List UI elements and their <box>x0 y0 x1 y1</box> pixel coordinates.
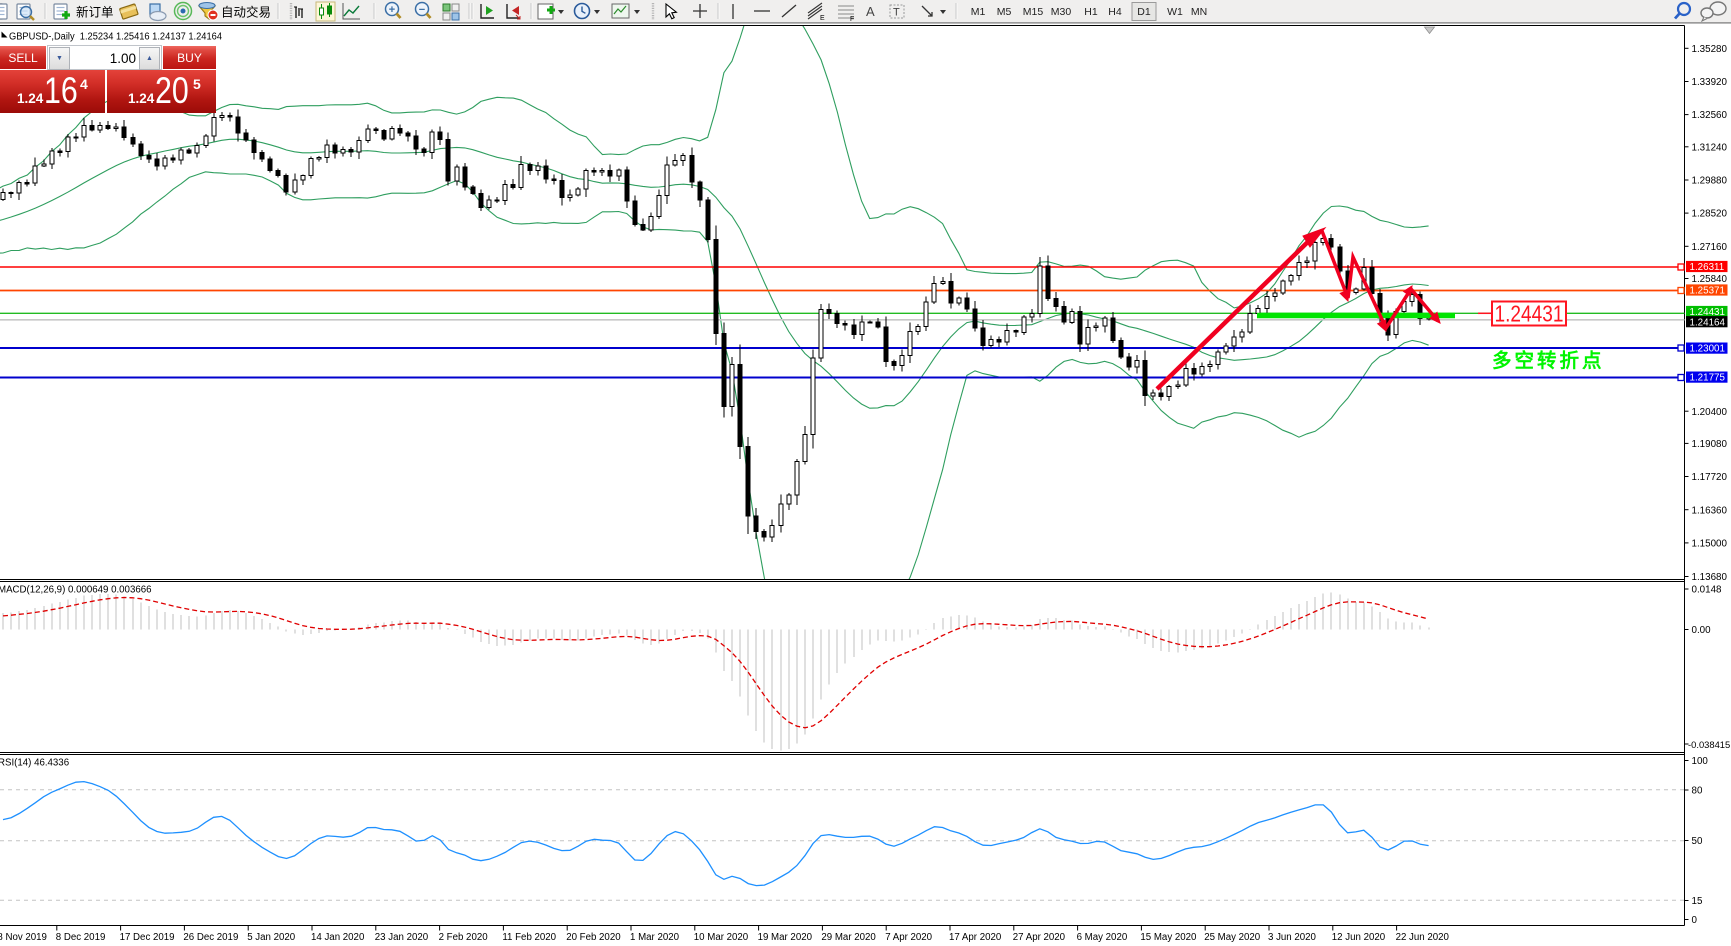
svg-text:W1: W1 <box>1167 6 1183 18</box>
svg-text:2 Feb 2020: 2 Feb 2020 <box>439 932 489 943</box>
svg-text:M1: M1 <box>971 6 986 18</box>
svg-text:1.35280: 1.35280 <box>1692 44 1728 55</box>
svg-text:M30: M30 <box>1051 6 1072 18</box>
svg-text:T: T <box>893 7 900 19</box>
svg-text:11 Feb 2020: 11 Feb 2020 <box>502 932 556 943</box>
svg-text:50: 50 <box>1692 836 1703 847</box>
svg-text:RSI(14) 46.4336: RSI(14) 46.4336 <box>0 758 69 769</box>
svg-text:27 Apr 2020: 27 Apr 2020 <box>1013 932 1066 943</box>
svg-text:15: 15 <box>1692 896 1703 907</box>
svg-text:7 Apr 2020: 7 Apr 2020 <box>885 932 932 943</box>
svg-text:20 Feb 2020: 20 Feb 2020 <box>566 932 621 943</box>
svg-text:MACD(12,26,9) 0.000649 0.00366: MACD(12,26,9) 0.000649 0.003666 <box>0 585 152 596</box>
svg-text:1.27160: 1.27160 <box>1692 242 1728 253</box>
svg-text:25 May 2020: 25 May 2020 <box>1204 932 1261 943</box>
svg-text:1.26311: 1.26311 <box>1690 262 1725 273</box>
svg-text:A: A <box>866 4 875 19</box>
svg-text:−: − <box>419 4 425 16</box>
svg-text:19 Mar 2020: 19 Mar 2020 <box>758 932 813 943</box>
svg-text:23 Jan 2020: 23 Jan 2020 <box>375 932 429 943</box>
svg-text:28 Nov 2019: 28 Nov 2019 <box>0 932 47 943</box>
svg-text:8 Dec 2019: 8 Dec 2019 <box>56 932 106 943</box>
svg-text:1.31240: 1.31240 <box>1692 142 1728 153</box>
svg-text:M15: M15 <box>1023 6 1044 18</box>
svg-text:GBPUSD-,Daily 1.25234 1.25416: GBPUSD-,Daily 1.25234 1.25416 1.24137 1.… <box>9 32 222 43</box>
svg-text:1.24431: 1.24431 <box>1495 301 1564 327</box>
svg-text:1.21775: 1.21775 <box>1690 373 1726 384</box>
svg-text:D1: D1 <box>1137 6 1151 18</box>
svg-text:新订单: 新订单 <box>76 5 114 20</box>
svg-text:17 Dec 2019: 17 Dec 2019 <box>120 932 175 943</box>
svg-text:H4: H4 <box>1108 6 1122 18</box>
svg-text:29 Mar 2020: 29 Mar 2020 <box>821 932 876 943</box>
svg-text:1.13680: 1.13680 <box>1692 572 1728 583</box>
svg-text:0: 0 <box>1692 915 1698 926</box>
svg-text:1.32560: 1.32560 <box>1692 110 1728 121</box>
svg-text:12 Jun 2020: 12 Jun 2020 <box>1332 932 1386 943</box>
svg-text:多空转折点: 多空转折点 <box>1492 349 1605 372</box>
svg-text:3 Jun 2020: 3 Jun 2020 <box>1268 932 1317 943</box>
svg-text:自动交易: 自动交易 <box>221 5 271 20</box>
svg-text:MN: MN <box>1191 6 1207 18</box>
svg-text:1.25840: 1.25840 <box>1692 274 1728 285</box>
svg-text:0.00: 0.00 <box>1692 625 1712 636</box>
svg-text:14 Jan 2020: 14 Jan 2020 <box>311 932 365 943</box>
svg-text:1 Mar 2020: 1 Mar 2020 <box>630 932 680 943</box>
svg-text:F: F <box>850 16 854 23</box>
svg-text:10 Mar 2020: 10 Mar 2020 <box>694 932 749 943</box>
svg-text:-0.038415: -0.038415 <box>1688 739 1730 750</box>
svg-text:1.16360: 1.16360 <box>1692 505 1728 516</box>
svg-text:M5: M5 <box>997 6 1012 18</box>
svg-text:17 Apr 2020: 17 Apr 2020 <box>949 932 1002 943</box>
svg-text:1.20400: 1.20400 <box>1692 407 1728 418</box>
svg-text:1.29880: 1.29880 <box>1692 176 1728 187</box>
svg-text:1.24164: 1.24164 <box>1690 317 1726 328</box>
svg-text:1.17720: 1.17720 <box>1692 472 1728 483</box>
svg-text:+: + <box>389 4 395 16</box>
svg-text:15 May 2020: 15 May 2020 <box>1140 932 1197 943</box>
svg-text:100: 100 <box>1692 756 1709 767</box>
svg-text:22 Jun 2020: 22 Jun 2020 <box>1396 932 1450 943</box>
svg-text:0.0148: 0.0148 <box>1692 585 1723 596</box>
svg-text:E: E <box>820 15 825 22</box>
svg-text:1.33920: 1.33920 <box>1692 77 1728 88</box>
svg-text:1.28520: 1.28520 <box>1692 209 1728 220</box>
svg-text:6 May 2020: 6 May 2020 <box>1077 932 1128 943</box>
svg-text:1.24431: 1.24431 <box>1690 307 1725 318</box>
svg-text:1.25371: 1.25371 <box>1690 286 1725 297</box>
svg-text:80: 80 <box>1692 786 1703 797</box>
svg-text:5 Jan 2020: 5 Jan 2020 <box>247 932 296 943</box>
svg-text:1.19080: 1.19080 <box>1692 439 1728 450</box>
svg-text:1.23001: 1.23001 <box>1690 344 1725 355</box>
svg-text:H1: H1 <box>1084 6 1098 18</box>
svg-text:1.15000: 1.15000 <box>1692 539 1728 550</box>
svg-text:26 Dec 2019: 26 Dec 2019 <box>183 932 238 943</box>
